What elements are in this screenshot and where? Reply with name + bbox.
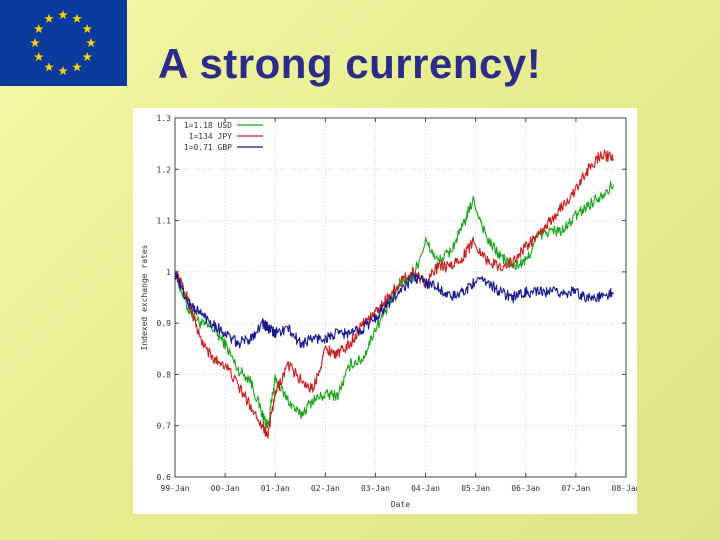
x-tick-label: 07-Jan [561,484,590,493]
x-tick-label: 06-Jan [511,484,540,493]
flag-star-icon [58,66,68,76]
series-line-1 [174,180,615,429]
exchange-rate-chart: 0.6 0.7 0.8 0.9 1 1.1 1.2 1.3 99-Jan 00-Jan 01-Jan… [133,108,637,514]
x-axis-label: Date [391,500,410,509]
flag-star-icon [82,24,92,34]
eu-flag-icon [0,0,127,86]
x-tick-label: 01-Jan [261,484,290,493]
chart-svg: 0.6 0.7 0.8 0.9 1 1.1 1.2 1.3 99-Jan 00-Jan 01-Jan… [140,114,637,509]
flag-star-icon [72,13,82,23]
flag-star-icon [44,62,54,72]
x-tick-label: 03-Jan [361,484,390,493]
legend-label: 1=134 JPY [189,132,233,141]
flag-star-icon [44,13,54,23]
plot-border [174,117,627,478]
slide-title: A strong currency! [158,40,542,87]
flag-star-icon [58,10,68,20]
y-tick-label: 0.9 [157,319,172,328]
x-tick-label: 99-Jan [161,484,190,493]
x-tick-label: 04-Jan [411,484,440,493]
y-axis-label: Indexed exchange rates [140,244,149,350]
flag-star-icon [30,38,40,48]
series-line-2 [174,149,615,439]
legend-label: 1=1.18 USD [184,121,232,130]
x-tick-label: 08-Jan [612,484,637,493]
legend: 1=1.18 USD 1=134 JPY 1=0.71 GBP [184,121,263,152]
x-tick-label: 00-Jan [211,484,240,493]
y-tick-label: 1.2 [157,165,172,174]
flag-star-icon [86,38,96,48]
y-tick-label: 0.7 [157,422,172,431]
y-tick-label: 0.6 [157,473,172,482]
y-tick-label: 0.8 [157,370,172,379]
y-tick-label: 1.1 [157,217,172,226]
y-tick-label: 1 [166,268,171,277]
axis-ticks: 0.6 0.7 0.8 0.9 1 1.1 1.2 1.3 99-Jan 00-Jan 01-Jan… [157,114,637,493]
flag-star-icon [72,62,82,72]
y-tick-label: 1.3 [157,114,172,123]
grid-lines [174,117,627,478]
flag-star-icon [34,24,44,34]
x-tick-label: 05-Jan [461,484,490,493]
x-tick-label: 02-Jan [311,484,340,493]
series-lines [174,149,615,439]
flag-star-icon [34,52,44,62]
series-line-3 [174,271,614,349]
legend-label: 1=0.71 GBP [184,143,232,152]
flag-star-icon [82,52,92,62]
